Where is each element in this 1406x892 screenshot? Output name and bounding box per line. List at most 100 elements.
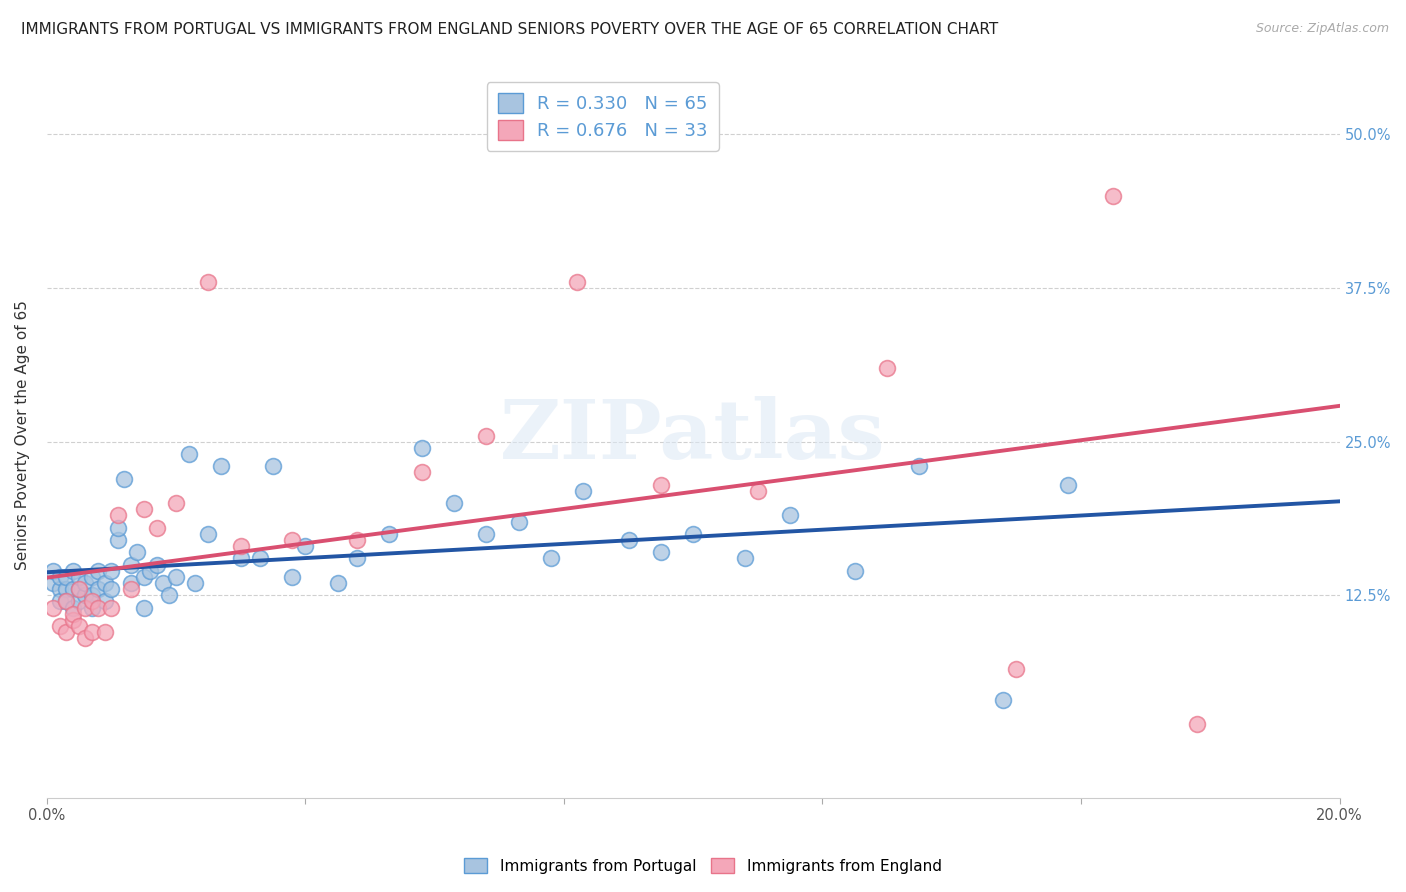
Point xyxy=(132,600,155,615)
Point xyxy=(42,576,65,591)
Point xyxy=(75,600,97,615)
Point xyxy=(107,533,129,547)
Point xyxy=(87,564,110,578)
Point xyxy=(67,594,90,608)
Point xyxy=(197,275,219,289)
Point xyxy=(378,526,401,541)
Point xyxy=(100,582,122,596)
Point xyxy=(734,551,756,566)
Point xyxy=(55,594,77,608)
Point xyxy=(42,564,65,578)
Point xyxy=(132,502,155,516)
Point xyxy=(1102,189,1125,203)
Point xyxy=(75,632,97,646)
Point xyxy=(80,594,103,608)
Point xyxy=(67,570,90,584)
Point xyxy=(55,625,77,640)
Point xyxy=(87,600,110,615)
Text: ZIPatlas: ZIPatlas xyxy=(501,395,886,475)
Point xyxy=(262,459,284,474)
Point xyxy=(67,582,90,596)
Point xyxy=(42,600,65,615)
Point xyxy=(94,625,117,640)
Point xyxy=(145,521,167,535)
Point xyxy=(107,521,129,535)
Point xyxy=(572,483,595,498)
Point xyxy=(87,582,110,596)
Point xyxy=(132,570,155,584)
Point xyxy=(48,594,70,608)
Point xyxy=(55,570,77,584)
Point xyxy=(617,533,640,547)
Point xyxy=(67,582,90,596)
Text: IMMIGRANTS FROM PORTUGAL VS IMMIGRANTS FROM ENGLAND SENIORS POVERTY OVER THE AGE: IMMIGRANTS FROM PORTUGAL VS IMMIGRANTS F… xyxy=(21,22,998,37)
Point xyxy=(80,588,103,602)
Point xyxy=(94,594,117,608)
Point xyxy=(411,466,433,480)
Point xyxy=(209,459,232,474)
Point xyxy=(62,564,84,578)
Point xyxy=(127,545,149,559)
Point xyxy=(139,564,162,578)
Point xyxy=(346,551,368,566)
Point xyxy=(55,582,77,596)
Point xyxy=(152,576,174,591)
Point xyxy=(229,539,252,553)
Point xyxy=(120,576,142,591)
Point xyxy=(565,275,588,289)
Point xyxy=(650,545,672,559)
Point xyxy=(475,526,498,541)
Point xyxy=(62,600,84,615)
Point xyxy=(508,515,530,529)
Point xyxy=(80,570,103,584)
Point xyxy=(876,360,898,375)
Point xyxy=(80,625,103,640)
Point xyxy=(62,582,84,596)
Point xyxy=(177,447,200,461)
Legend: Immigrants from Portugal, Immigrants from England: Immigrants from Portugal, Immigrants fro… xyxy=(458,852,948,880)
Point xyxy=(184,576,207,591)
Point xyxy=(682,526,704,541)
Point xyxy=(650,477,672,491)
Point xyxy=(55,594,77,608)
Point xyxy=(294,539,316,553)
Point xyxy=(67,619,90,633)
Point xyxy=(120,558,142,572)
Point xyxy=(107,508,129,523)
Point xyxy=(197,526,219,541)
Point xyxy=(48,570,70,584)
Point xyxy=(747,483,769,498)
Point xyxy=(1057,477,1080,491)
Point xyxy=(1187,717,1209,731)
Point xyxy=(779,508,801,523)
Point xyxy=(908,459,931,474)
Point xyxy=(411,441,433,455)
Point xyxy=(100,564,122,578)
Point xyxy=(281,533,304,547)
Point xyxy=(75,588,97,602)
Point xyxy=(281,570,304,584)
Point xyxy=(1005,662,1028,676)
Point xyxy=(120,582,142,596)
Legend: R = 0.330   N = 65, R = 0.676   N = 33: R = 0.330 N = 65, R = 0.676 N = 33 xyxy=(486,82,718,151)
Point xyxy=(48,582,70,596)
Point xyxy=(100,600,122,615)
Point xyxy=(229,551,252,566)
Point xyxy=(844,564,866,578)
Point xyxy=(75,576,97,591)
Point xyxy=(346,533,368,547)
Point xyxy=(62,607,84,621)
Point xyxy=(80,600,103,615)
Point xyxy=(326,576,349,591)
Point xyxy=(443,496,465,510)
Point xyxy=(62,613,84,627)
Point xyxy=(94,576,117,591)
Point xyxy=(540,551,562,566)
Y-axis label: Seniors Poverty Over the Age of 65: Seniors Poverty Over the Age of 65 xyxy=(15,301,30,571)
Point xyxy=(48,619,70,633)
Point xyxy=(112,471,135,485)
Point xyxy=(249,551,271,566)
Point xyxy=(165,570,187,584)
Point xyxy=(145,558,167,572)
Point xyxy=(475,428,498,442)
